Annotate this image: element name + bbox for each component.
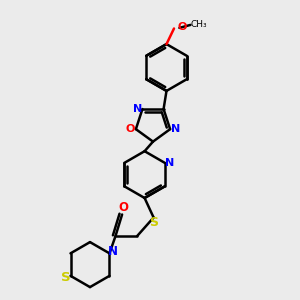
Text: S: S [61,271,71,284]
Text: O: O [177,22,187,32]
Text: N: N [107,245,118,258]
Text: N: N [165,158,174,168]
Text: N: N [133,104,142,114]
Text: O: O [118,201,128,214]
Text: O: O [126,124,135,134]
Text: N: N [171,124,180,134]
Text: S: S [149,216,158,230]
Text: CH₃: CH₃ [190,20,207,29]
